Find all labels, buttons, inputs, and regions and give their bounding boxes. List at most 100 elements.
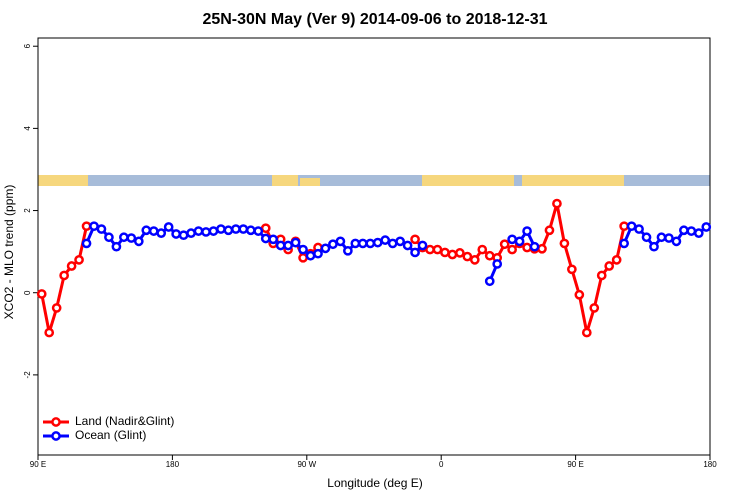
- data-point: [462, 251, 473, 262]
- data-point: [298, 244, 308, 255]
- data-point: [283, 240, 293, 251]
- land-ocean-strip: [38, 175, 710, 186]
- y-tick-label: 4: [23, 126, 32, 131]
- y-tick-label: 6: [23, 43, 32, 48]
- data-point: [514, 236, 525, 247]
- data-point: [231, 224, 241, 234]
- data-point: [186, 228, 196, 238]
- data-point: [66, 261, 77, 271]
- data-point: [163, 222, 174, 232]
- data-point: [634, 224, 644, 234]
- data-point: [537, 243, 547, 254]
- data-point: [544, 225, 555, 236]
- x-tick-label: 90 W: [297, 460, 316, 469]
- data-point: [178, 230, 189, 241]
- data-point: [148, 226, 159, 236]
- data-point: [626, 221, 637, 232]
- data-point: [290, 237, 301, 248]
- legend-label: Ocean (Glint): [75, 428, 146, 442]
- data-point: [320, 243, 331, 254]
- data-point: [268, 234, 279, 245]
- data-point: [641, 232, 652, 243]
- data-point: [447, 249, 458, 260]
- data-point: [686, 226, 697, 236]
- data-point: [74, 255, 84, 265]
- data-point: [223, 225, 234, 236]
- data-point: [567, 264, 577, 275]
- data-point: [133, 236, 144, 247]
- legend-marker: [51, 417, 61, 427]
- x-tick-label: 180: [703, 460, 717, 469]
- data-point: [260, 223, 271, 234]
- y-tick-label: -2: [23, 371, 32, 379]
- data-point: [425, 244, 435, 255]
- data-point: [59, 270, 69, 281]
- x-tick-label: 0: [439, 460, 444, 469]
- data-point: [581, 327, 592, 338]
- data-point: [357, 238, 368, 249]
- data-point: [156, 228, 167, 238]
- data-point: [484, 250, 495, 261]
- data-point: [507, 234, 517, 245]
- data-point: [552, 198, 562, 209]
- data-point: [275, 240, 286, 251]
- x-axis-label: Longitude (deg E): [327, 476, 422, 490]
- data-point: [96, 224, 107, 234]
- data-point: [380, 235, 391, 245]
- data-point: [201, 227, 211, 237]
- data-point: [305, 250, 316, 261]
- data-point: [402, 240, 413, 251]
- data-point: [36, 289, 47, 299]
- data-point: [596, 270, 607, 281]
- data-point: [656, 232, 667, 243]
- data-point: [507, 244, 517, 255]
- data-point: [81, 221, 92, 232]
- data-point: [604, 261, 615, 271]
- data-point: [44, 327, 55, 338]
- data-point: [350, 238, 361, 249]
- chart-title: 25N-30N May (Ver 9) 2014-09-06 to 2018-1…: [202, 11, 547, 28]
- data-point: [432, 244, 443, 255]
- data-point: [208, 226, 219, 236]
- data-point: [522, 242, 532, 253]
- data-point: [559, 238, 570, 249]
- data-point: [492, 259, 503, 269]
- data-point: [529, 241, 540, 252]
- data-point: [313, 248, 323, 259]
- data-point: [417, 240, 428, 251]
- data-point: [693, 228, 704, 238]
- data-point: [649, 241, 659, 252]
- data-point: [671, 236, 682, 247]
- data-point: [440, 247, 450, 258]
- data-point: [343, 245, 353, 256]
- data-point: [193, 226, 204, 236]
- data-point: [589, 303, 600, 313]
- data-point: [365, 238, 376, 249]
- data-point: [260, 233, 271, 244]
- data-point: [335, 236, 346, 247]
- data-point: [522, 226, 532, 236]
- data-point: [216, 224, 226, 234]
- data-point: [253, 226, 264, 236]
- legend-label: Land (Nadir&Glint): [75, 414, 174, 428]
- data-point: [111, 241, 122, 252]
- series-line: [40, 202, 626, 335]
- data-point: [477, 244, 488, 255]
- plot-frame: [37, 37, 711, 456]
- data-point: [245, 225, 256, 236]
- data-point: [238, 224, 249, 234]
- x-tick-label: 180: [166, 460, 180, 469]
- data-point: [455, 248, 465, 258]
- data-point: [611, 255, 622, 265]
- data-point: [372, 237, 383, 248]
- data-point: [89, 221, 99, 232]
- data-point: [619, 238, 629, 249]
- data-point: [141, 225, 152, 236]
- data-point: [298, 252, 308, 263]
- data-point: [484, 276, 495, 287]
- data-point: [119, 232, 129, 243]
- x-tick-label: 90 E: [30, 460, 46, 469]
- data-point: [395, 236, 405, 247]
